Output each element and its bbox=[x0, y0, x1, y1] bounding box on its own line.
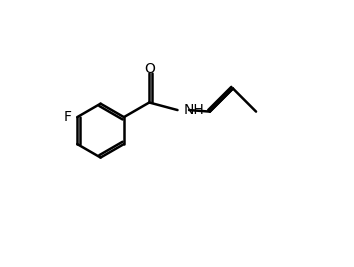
Text: F: F bbox=[64, 110, 72, 124]
Text: O: O bbox=[144, 62, 155, 76]
Text: NH: NH bbox=[184, 103, 204, 117]
